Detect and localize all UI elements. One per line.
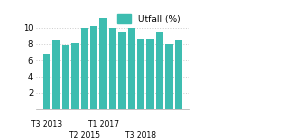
- Text: T3 2013: T3 2013: [31, 120, 62, 129]
- Bar: [175, 40, 182, 109]
- Bar: [137, 39, 145, 109]
- Bar: [62, 45, 69, 109]
- Bar: [156, 32, 163, 109]
- Bar: [90, 26, 98, 109]
- Text: T3 2018: T3 2018: [125, 131, 156, 140]
- Bar: [71, 43, 79, 109]
- Legend: Utfall (%): Utfall (%): [114, 11, 184, 27]
- Bar: [109, 28, 116, 109]
- Bar: [80, 28, 88, 109]
- Text: T2 2015: T2 2015: [69, 131, 100, 140]
- Bar: [165, 44, 172, 109]
- Text: T1 2017: T1 2017: [88, 120, 118, 129]
- Bar: [128, 28, 135, 109]
- Bar: [118, 32, 126, 109]
- Bar: [43, 54, 50, 109]
- Bar: [99, 18, 107, 109]
- Bar: [52, 40, 60, 109]
- Bar: [146, 39, 154, 109]
